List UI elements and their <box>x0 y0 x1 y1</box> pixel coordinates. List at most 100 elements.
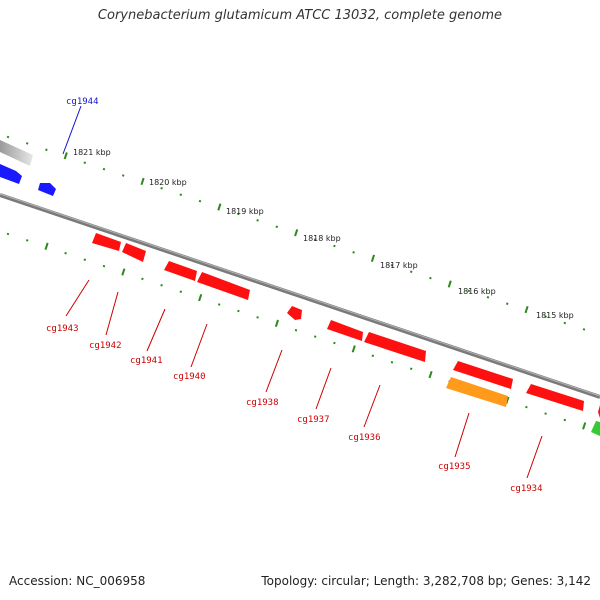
minor-tick <box>256 316 259 319</box>
minor-tick <box>45 148 48 152</box>
gene-cg1940-arrow[interactable] <box>197 272 250 300</box>
minor-tick <box>563 418 567 422</box>
major-tick <box>140 177 145 186</box>
gene-green-edge-arrow[interactable] <box>591 421 600 436</box>
scale-label-1821: 1821 kbp <box>73 148 111 157</box>
scale-label-1816: 1816 kbp <box>458 287 496 296</box>
forward-genes <box>0 164 56 196</box>
genome-backbone-highlight <box>0 193 600 397</box>
minor-tick <box>6 232 10 236</box>
minor-tick <box>237 212 240 216</box>
gene-cg1935-arrow[interactable] <box>446 377 508 407</box>
gene-label-cg1944[interactable]: cg1944 <box>66 97 99 107</box>
minor-tick <box>486 296 490 299</box>
genome-backbone <box>0 193 600 399</box>
minor-tick <box>563 321 567 325</box>
scale-label-1817: 1817 kbp <box>380 261 418 270</box>
gene-cg1938-arrow[interactable] <box>287 306 302 320</box>
major-tick <box>274 319 279 327</box>
major-tick <box>524 305 529 314</box>
leader-cg1938 <box>265 349 283 393</box>
gene-cg1941-arrow[interactable] <box>164 261 197 281</box>
minor-tick <box>64 251 67 255</box>
minor-tick <box>6 135 10 139</box>
gene-label-cg1937[interactable]: cg1937 <box>297 415 330 425</box>
minor-tick <box>141 277 144 281</box>
minor-tick <box>217 303 221 306</box>
minor-tick <box>333 244 336 248</box>
minor-tick <box>198 199 202 203</box>
gene-label-cg1938[interactable]: cg1938 <box>246 398 279 408</box>
minor-tick <box>467 289 471 293</box>
major-tick <box>121 268 126 276</box>
leader-cg1944 <box>62 105 82 155</box>
minor-tick <box>333 341 336 345</box>
minor-tick <box>275 225 279 229</box>
minor-tick <box>83 258 87 261</box>
gene-label-cg1942[interactable]: cg1942 <box>89 341 122 351</box>
gene-label-cg1943[interactable]: cg1943 <box>46 324 79 334</box>
major-tick <box>582 422 587 430</box>
minor-tick <box>179 290 183 293</box>
minor-tick <box>505 302 509 305</box>
gene-cg1937-arrow[interactable] <box>327 320 363 341</box>
scale-label-1820: 1820 kbp <box>149 178 187 187</box>
forward-tick-track <box>6 135 586 331</box>
minor-tick <box>121 174 125 177</box>
leader-cg1943 <box>65 279 90 317</box>
gene-cg1942-arrow[interactable] <box>122 243 146 262</box>
gene-cg1944-arrow[interactable] <box>38 183 56 196</box>
major-tick <box>294 229 299 237</box>
minor-tick <box>352 251 355 254</box>
scale-label-1818: 1818 kbp <box>303 234 341 243</box>
minor-tick <box>160 187 163 190</box>
scale-label-1819: 1819 kbp <box>226 207 264 216</box>
gene-cg1936-arrow[interactable] <box>364 332 426 362</box>
minor-tick <box>544 412 547 415</box>
scale-labels: 1821 kbp 1820 kbp 1819 kbp 1818 kbp 1817… <box>73 148 574 320</box>
major-tick <box>63 152 68 160</box>
accession-label: Accession: NC_006958 <box>9 574 146 588</box>
gene-label-cg1935[interactable]: cg1935 <box>438 462 471 472</box>
minor-tick <box>179 193 183 196</box>
major-tick <box>447 280 452 288</box>
gene-label-cg1934[interactable]: cg1934 <box>510 484 543 494</box>
major-tick <box>217 203 222 211</box>
minor-tick <box>25 142 29 145</box>
major-tick <box>370 254 375 262</box>
major-tick <box>351 345 356 353</box>
minor-tick <box>544 315 547 318</box>
gene-label-cg1941[interactable]: cg1941 <box>130 356 163 366</box>
gene-cg1943-arrow[interactable] <box>92 233 121 251</box>
minor-tick <box>313 238 317 241</box>
gene-cg1934-arrow[interactable] <box>526 384 584 411</box>
scale-label-1815: 1815 kbp <box>536 311 574 320</box>
minor-tick <box>25 239 29 242</box>
reverse-tick-track <box>6 232 587 430</box>
leader-cg1942 <box>105 291 119 336</box>
major-tick <box>428 370 433 379</box>
minor-tick <box>294 328 298 332</box>
leader-cg1934 <box>526 435 543 479</box>
minor-tick <box>390 264 394 267</box>
minor-tick <box>83 161 87 164</box>
genome-title: Corynebacterium glutamicum ATCC 13032, c… <box>97 8 503 23</box>
minor-tick <box>429 276 432 280</box>
minor-tick <box>525 405 528 409</box>
minor-tick <box>582 328 586 331</box>
gene-cg1945-arrow[interactable] <box>0 164 22 184</box>
leader-cg1940 <box>190 323 208 368</box>
minor-tick <box>160 284 163 287</box>
minor-tick <box>409 367 413 370</box>
minor-tick <box>390 361 394 364</box>
gene-label-cg1940[interactable]: cg1940 <box>173 372 206 382</box>
gene-label-cg1936[interactable]: cg1936 <box>348 433 381 443</box>
minor-tick <box>256 219 259 222</box>
minor-tick <box>313 335 317 338</box>
leader-cg1935 <box>454 412 470 458</box>
major-tick <box>198 293 203 302</box>
gene-cg1934a-arrow[interactable] <box>453 361 513 389</box>
leader-cg1937 <box>315 367 332 410</box>
major-tick <box>44 242 49 250</box>
